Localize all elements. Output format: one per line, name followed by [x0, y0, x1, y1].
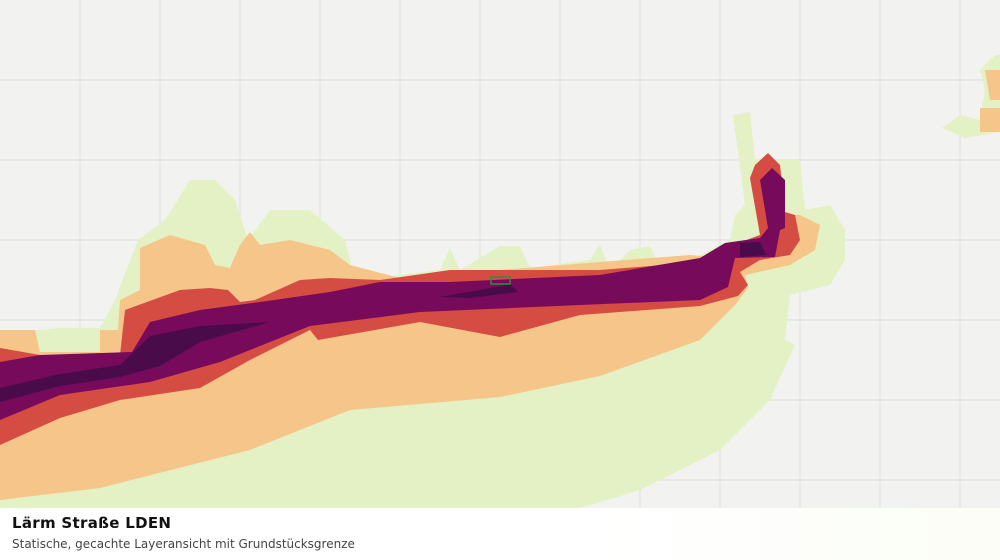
layer-title: Lärm Straße LDEN [12, 514, 172, 532]
noise-zone-medium-east [985, 70, 1000, 100]
noise-zone-extreme [740, 242, 766, 257]
info-panel: Lärm Straße LDEN Statische, gecachte Lay… [0, 508, 1000, 560]
noise-zone-extreme [440, 284, 518, 298]
layer-subtitle: Statische, gecachte Layeransicht mit Gru… [12, 537, 355, 551]
parcel-boundary [490, 276, 511, 285]
noise-zone-extreme [0, 322, 270, 402]
map [0, 0, 1000, 508]
noise-zone-medium-east [980, 108, 1000, 132]
noise-zone-very-high [0, 168, 785, 420]
